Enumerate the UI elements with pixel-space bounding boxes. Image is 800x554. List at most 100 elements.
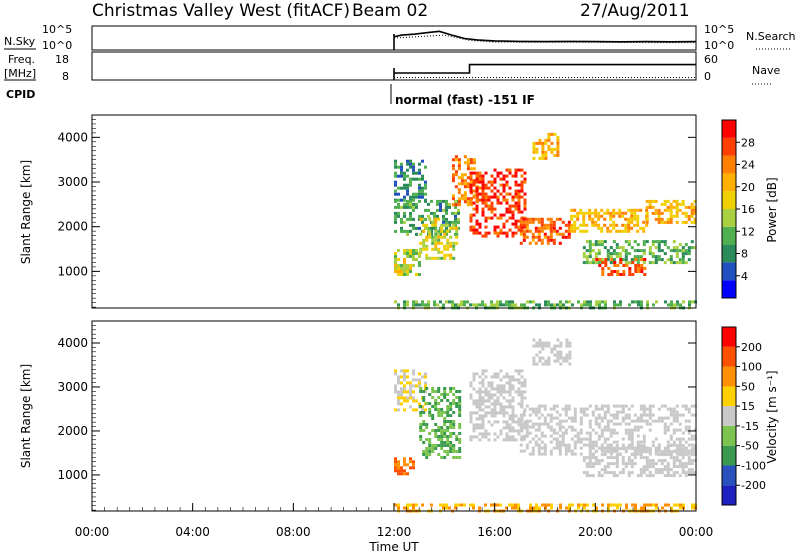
velocity-cell [612, 474, 616, 478]
power-cell [508, 303, 511, 307]
velocity-cell [660, 404, 664, 408]
power-cell [585, 249, 589, 253]
power-cell [448, 202, 451, 206]
power-cell [606, 249, 610, 253]
power-cell [502, 225, 506, 229]
velocity-cell [588, 437, 592, 441]
velocity-cell [565, 359, 569, 363]
velocity-cell [421, 405, 424, 409]
velocity-cell [645, 447, 649, 451]
velocity-cell [645, 459, 649, 463]
power-cell [669, 202, 673, 206]
velocity-cell [640, 506, 643, 510]
velocity-cell [552, 446, 556, 450]
velocity-cell [543, 404, 547, 408]
velocity-cell [672, 459, 676, 463]
velocity-cell [487, 405, 491, 409]
power-cell [663, 220, 667, 224]
power-cell [421, 214, 424, 218]
power-cell [544, 150, 548, 154]
power-cell [664, 300, 667, 304]
power-cell [585, 229, 589, 233]
velocity-cell [425, 450, 429, 453]
power-cell [475, 186, 479, 190]
power-cell [582, 223, 586, 227]
velocity-cell [651, 459, 655, 463]
power-colorbar-block [722, 262, 736, 281]
power-cell [544, 156, 548, 160]
power-cell [555, 229, 559, 233]
power-cell [684, 211, 688, 215]
velocity-cell [434, 429, 438, 432]
velocity-cell [591, 456, 595, 460]
velocity-cell [684, 453, 688, 457]
power-cell [493, 207, 497, 211]
velocity-cell [487, 393, 491, 397]
date-label: 27/Aug/2011 [580, 1, 690, 21]
power-cell [445, 217, 448, 221]
velocity-cell [654, 450, 658, 454]
velocity-cell [469, 381, 473, 385]
velocity-cell [678, 437, 682, 441]
velocity-cell [502, 408, 506, 412]
velocity-cell [397, 408, 400, 412]
velocity-cell [511, 396, 515, 400]
velocity-cell [669, 456, 673, 460]
velocity-cell [538, 350, 542, 354]
velocity-cell [642, 419, 646, 423]
velocity-cell [595, 506, 598, 510]
velocity-cell [606, 444, 610, 448]
velocity-cell [490, 396, 494, 400]
power-cell [481, 192, 485, 196]
power-cell [690, 220, 694, 224]
power-cell [549, 226, 553, 230]
velocity-cell [502, 414, 506, 418]
velocity-cell [559, 350, 563, 354]
power-cell [505, 219, 509, 223]
power-cell [454, 158, 458, 162]
velocity-cell [478, 375, 482, 379]
velocity-cell [487, 399, 491, 403]
velocity-cell [543, 419, 547, 423]
velocity-cell [528, 431, 532, 435]
velocity-cell [418, 381, 421, 385]
velocity-cell [651, 404, 655, 408]
power-colorbar-tick-label: 4 [741, 270, 748, 283]
power-cell [457, 191, 461, 195]
velocity-cell [508, 384, 512, 388]
velocity-cell [547, 344, 551, 348]
power-cell [469, 198, 473, 202]
power-cell [505, 174, 509, 178]
velocity-cell [612, 447, 616, 451]
velocity-cell [603, 440, 607, 444]
power-cell [547, 135, 551, 139]
power-cell [472, 225, 476, 229]
velocity-cell [669, 413, 673, 417]
velocity-cell [499, 369, 503, 373]
power-cell [549, 217, 553, 221]
velocity-cell [531, 425, 535, 429]
power-cell [394, 205, 397, 209]
power-cell [394, 174, 397, 178]
velocity-cell [523, 408, 527, 412]
power-cell [403, 198, 406, 202]
power-cell [502, 189, 506, 193]
power-cell [425, 223, 429, 227]
power-cell [657, 246, 661, 250]
power-cell [400, 162, 403, 166]
velocity-cell [645, 419, 649, 423]
power-cell [406, 159, 409, 163]
power-cell [425, 235, 429, 239]
power-cell [478, 186, 482, 190]
velocity-cell [540, 413, 544, 417]
power-cell [514, 222, 518, 226]
velocity-cell [693, 453, 697, 457]
velocity-cell [535, 353, 539, 357]
velocity-cell [505, 438, 509, 442]
velocity-cell [499, 503, 502, 507]
power-cell [397, 273, 400, 276]
power-cell [556, 144, 560, 148]
power-cell [522, 235, 526, 239]
power-cell [675, 199, 679, 203]
